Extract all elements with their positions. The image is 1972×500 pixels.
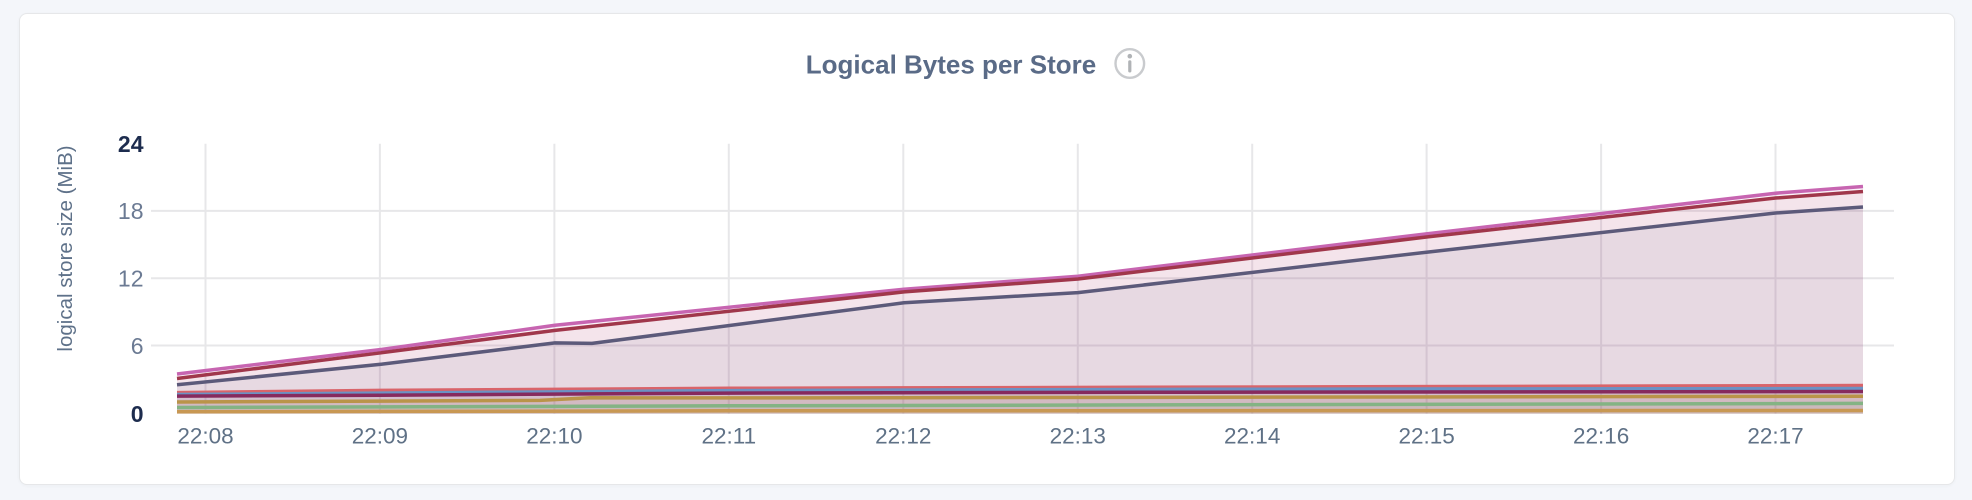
svg-text:logical store size (MiB): logical store size (MiB) <box>54 145 77 351</box>
svg-text:12: 12 <box>118 266 144 292</box>
svg-text:Logical Bytes per Store: Logical Bytes per Store <box>806 50 1096 80</box>
svg-text:22:14: 22:14 <box>1224 423 1280 448</box>
svg-text:22:17: 22:17 <box>1747 423 1803 448</box>
svg-text:18: 18 <box>118 198 144 224</box>
svg-text:6: 6 <box>131 333 144 359</box>
svg-text:22:16: 22:16 <box>1573 423 1629 448</box>
svg-text:22:08: 22:08 <box>177 423 233 448</box>
svg-text:22:15: 22:15 <box>1398 423 1454 448</box>
svg-text:22:09: 22:09 <box>352 423 408 448</box>
svg-text:22:12: 22:12 <box>875 423 931 448</box>
svg-text:24: 24 <box>118 131 144 157</box>
svg-text:22:13: 22:13 <box>1050 423 1106 448</box>
svg-text:22:10: 22:10 <box>526 423 582 448</box>
svg-text:22:11: 22:11 <box>701 423 756 448</box>
svg-text:0: 0 <box>131 401 144 427</box>
